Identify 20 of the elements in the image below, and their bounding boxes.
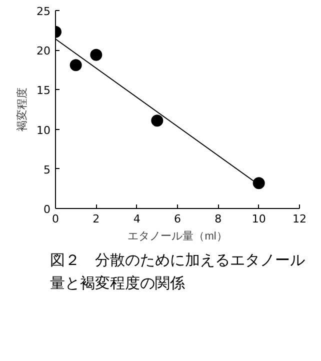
point <box>151 114 164 127</box>
y-axis-title: 褐変程度 <box>16 88 29 132</box>
point <box>70 59 82 72</box>
y-tick-label: 25 <box>36 5 51 18</box>
x-axis-title: エタノール量（ml） <box>128 230 228 242</box>
y-tick-label: 10 <box>36 124 51 137</box>
point <box>90 48 102 61</box>
y-tick-label: 15 <box>36 84 51 98</box>
x-tick-label: 2 <box>92 212 100 226</box>
x-tick-label: 10 <box>252 212 266 226</box>
x-tick-label: 12 <box>292 212 306 226</box>
caption: 図２ 分散のために加えるエタノール量と褐変程度の関係 <box>50 252 306 294</box>
point <box>252 177 265 190</box>
x-tick-label: 4 <box>133 212 140 226</box>
y-tick-label: 20 <box>36 44 51 58</box>
y-tick-label: 0 <box>44 203 50 216</box>
x-tick-label: 0 <box>52 212 59 226</box>
y-tick-label: 5 <box>44 163 50 176</box>
x-tick-label: 6 <box>174 212 181 226</box>
x-tick-label: 8 <box>214 212 222 226</box>
